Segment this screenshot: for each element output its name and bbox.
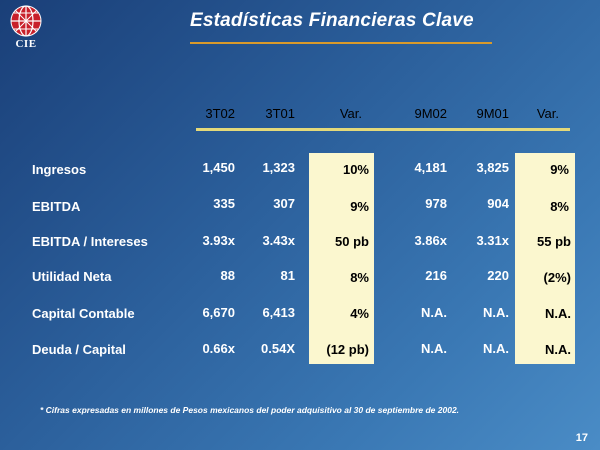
cell-var: 4% [350, 306, 369, 321]
cell-var: 10% [342, 162, 369, 177]
cell-var: 8% [550, 199, 569, 214]
row-label-ebitda-intereses: EBITDA / Intereses [32, 234, 148, 249]
row-label-capital-contable: Capital Contable [32, 306, 135, 321]
cell: 4,181 [414, 160, 447, 175]
cell-var: 55 pb [537, 234, 571, 249]
cell: 3.93x [202, 233, 235, 248]
cell: 1,323 [262, 160, 295, 175]
cell: N.A. [483, 305, 509, 320]
cell: 904 [487, 196, 509, 211]
cell: N.A. [421, 305, 447, 320]
cell: 3.31x [476, 233, 509, 248]
var-ytd-highlight [515, 153, 575, 364]
page-number: 17 [575, 432, 588, 444]
cell: 220 [487, 268, 509, 283]
cell-var: 8% [350, 270, 369, 285]
cell: 0.54X [261, 341, 295, 356]
footnote: * Cifras expresadas en millones de Pesos… [40, 405, 460, 415]
cell: N.A. [421, 341, 447, 356]
cell: 216 [425, 268, 447, 283]
col-header-var-quarter: Var. [339, 106, 362, 121]
globe-icon [10, 5, 42, 37]
row-label-ebitda: EBITDA [32, 199, 81, 214]
cell: N.A. [483, 341, 509, 356]
cell: 6,670 [202, 305, 235, 320]
cell: 6,413 [262, 305, 295, 320]
page-title: Estadísticas Financieras Clave [190, 10, 474, 31]
cell: 335 [213, 196, 235, 211]
row-label-utilidad-neta: Utilidad Neta [32, 269, 112, 284]
cell: 3.86x [414, 233, 447, 248]
var-quarter-highlight [309, 153, 374, 364]
col-header-9m01: 9M01 [476, 106, 509, 121]
logo-text: CIE [15, 38, 37, 50]
col-header-3t02: 3T02 [205, 106, 235, 121]
cell: 307 [273, 196, 295, 211]
col-header-var-ytd: Var. [536, 106, 559, 121]
cell: 3.43x [262, 233, 295, 248]
col-header-3t01: 3T01 [265, 106, 295, 121]
cell-var: N.A. [545, 342, 571, 357]
cell-var: N.A. [545, 306, 571, 321]
cell: 88 [220, 268, 235, 283]
header-underline [196, 128, 570, 131]
col-header-9m02: 9M02 [414, 106, 447, 121]
cell-var: 50 pb [335, 234, 369, 249]
cell-var: (2%) [543, 270, 571, 285]
cell: 0.66x [202, 341, 235, 356]
row-label-ingresos: Ingresos [32, 162, 87, 177]
cell-var: (12 pb) [326, 342, 369, 357]
cell-var: 9% [550, 162, 569, 177]
cell: 978 [425, 196, 447, 211]
cell: 3,825 [476, 160, 509, 175]
cell: 81 [280, 268, 295, 283]
cie-logo: CIE [6, 4, 46, 52]
title-underline [190, 42, 492, 44]
cell: 1,450 [202, 160, 235, 175]
cell-var: 9% [350, 199, 369, 214]
row-label-deuda-capital: Deuda / Capital [32, 342, 126, 357]
